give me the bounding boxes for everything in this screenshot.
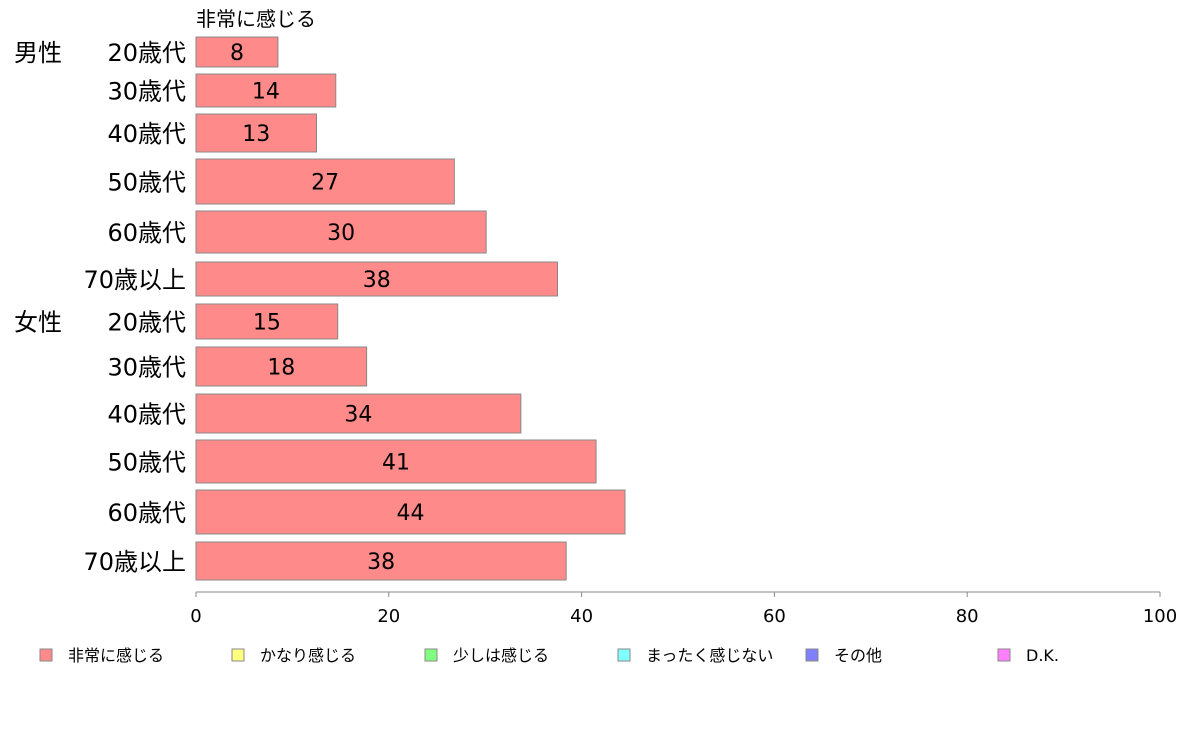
- data-label: 13: [242, 122, 270, 147]
- legend-label: 非常に感じる: [68, 646, 164, 665]
- row-label: 40歳代: [107, 401, 186, 429]
- bar: [195, 393, 522, 434]
- row-label: 20歳代: [107, 309, 186, 337]
- row-label: 70歳以上: [83, 266, 186, 294]
- legend-swatch: [617, 648, 631, 662]
- x-tick-label: 20: [377, 606, 400, 627]
- row-label: 30歳代: [107, 354, 186, 382]
- data-label: 18: [267, 356, 295, 381]
- data-label: 8: [230, 41, 244, 66]
- data-label: 44: [396, 501, 424, 526]
- legend-label: 少しは感じる: [453, 646, 549, 665]
- legend-label: その他: [834, 646, 882, 665]
- bar: [195, 261, 558, 297]
- bar: [195, 158, 455, 205]
- series-title: 非常に感じる: [196, 7, 316, 31]
- data-label: 38: [367, 550, 395, 575]
- row-label: 60歳代: [107, 499, 186, 527]
- group-label: 女性: [14, 309, 62, 337]
- row-label: 30歳代: [107, 78, 186, 106]
- group-label: 男性: [14, 39, 62, 67]
- data-label: 27: [311, 171, 339, 196]
- legend-label: まったく感じない: [646, 646, 773, 665]
- bar: [195, 489, 626, 535]
- legend: 非常に感じる かなり感じる 少しは感じる まったく感じない その他 D.K.: [39, 646, 1059, 665]
- bar: [195, 113, 317, 153]
- row-label: 50歳代: [107, 449, 186, 477]
- chart-rows: 男性 20歳代 8 30歳代 14 40歳代 13 50歳代 27 60歳代 30 70歳以上 38 女性…: [14, 36, 626, 581]
- x-axis: 0 20 40 60 80 100: [190, 591, 1177, 627]
- bar: [195, 439, 597, 484]
- row-label: 60歳代: [107, 219, 186, 247]
- bar: [195, 73, 337, 108]
- legend-label: かなり感じる: [260, 646, 356, 665]
- legend-swatch: [424, 648, 438, 662]
- data-label: 34: [344, 403, 372, 428]
- data-label: 41: [382, 451, 410, 476]
- data-label: 14: [252, 80, 280, 105]
- x-tick-label: 80: [956, 606, 979, 627]
- bar: [195, 303, 339, 340]
- legend-swatch: [997, 648, 1011, 662]
- x-tick-label: 60: [763, 606, 786, 627]
- data-label: 30: [327, 221, 355, 246]
- x-tick-label: 100: [1143, 606, 1177, 627]
- legend-swatch: [231, 648, 245, 662]
- legend-swatch: [805, 648, 819, 662]
- data-label: 15: [253, 311, 281, 336]
- bar: [195, 346, 368, 387]
- legend-label: D.K.: [1026, 646, 1059, 665]
- row-label: 50歳代: [107, 169, 186, 197]
- x-tick-label: 0: [190, 606, 201, 627]
- bar: [195, 210, 487, 254]
- bar: [195, 541, 567, 581]
- bar: [195, 36, 279, 68]
- legend-swatch: [39, 648, 53, 662]
- x-tick-label: 40: [570, 606, 593, 627]
- row-label: 70歳以上: [83, 548, 186, 576]
- row-label: 20歳代: [107, 39, 186, 67]
- data-label: 38: [363, 268, 391, 293]
- row-label: 40歳代: [107, 120, 186, 148]
